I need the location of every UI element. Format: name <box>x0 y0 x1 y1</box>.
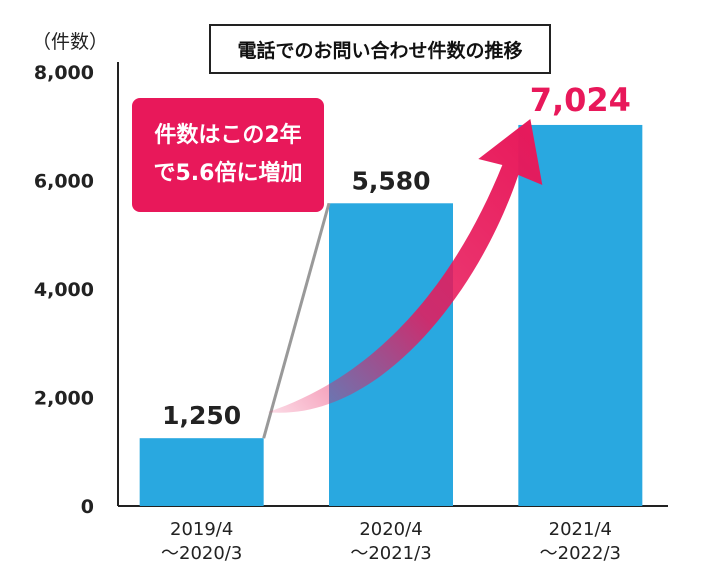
x-tick-label: ～2020/3 <box>161 543 242 564</box>
bar <box>518 124 643 506</box>
growth-arrow <box>267 118 543 413</box>
value-label: 5,580 <box>351 166 430 195</box>
y-tick-label: 4,000 <box>34 279 94 301</box>
value-label: 1,250 <box>162 401 241 430</box>
y-ticks: 0 2,000 4,000 6,000 8,000 <box>34 62 94 518</box>
connector-line <box>262 202 331 439</box>
bars <box>139 124 643 506</box>
x-tick-labels: 2019/4 ～2020/3 2020/4 ～2021/3 2021/4 ～2022/3 <box>161 519 621 564</box>
x-tick-label: 2021/4 <box>549 519 612 540</box>
callout-text: 件数はこの2年 <box>154 122 301 148</box>
y-tick-label: 8,000 <box>34 62 94 84</box>
value-label: 7,024 <box>530 81 631 119</box>
x-tick-label: 2019/4 <box>170 519 233 540</box>
value-labels: 1,250 5,580 7,024 <box>162 81 631 430</box>
y-tick-label: 0 <box>81 496 94 518</box>
callout-text: で5.6倍に増加 <box>154 160 303 186</box>
chart-title-box: 電話でのお問い合わせ件数の推移 <box>209 24 551 74</box>
x-tick-label: 2020/4 <box>359 519 422 540</box>
chart-title: 電話でのお問い合わせ件数の推移 <box>237 39 522 62</box>
y-tick-label: 2,000 <box>34 388 94 410</box>
y-tick-label: 6,000 <box>34 171 94 193</box>
y-axis-unit-label: （件数） <box>32 31 108 53</box>
x-tick-label: ～2021/3 <box>350 543 431 564</box>
bar <box>139 438 264 506</box>
x-tick-label: ～2022/3 <box>540 543 621 564</box>
